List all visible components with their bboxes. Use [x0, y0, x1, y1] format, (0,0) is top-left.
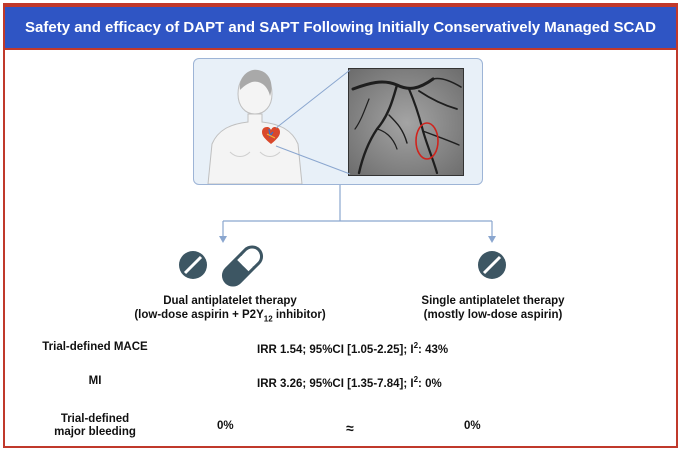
tablet-icon [478, 251, 506, 279]
mace-label: Trial-defined MACE [42, 341, 148, 353]
bleeding-label: Trial-defined major bleeding [54, 413, 136, 438]
dapt-label: Dual antiplatelet therapy (low-dose aspi… [134, 295, 326, 324]
tablet-icon [179, 251, 207, 279]
bleeding-sapt-value: 0% [464, 420, 481, 432]
page-title: Safety and efficacy of DAPT and SAPT Fol… [3, 5, 678, 50]
mace-value: IRR 1.54; 95%CI [1.05-2.25]; I2: 43% [257, 341, 449, 356]
approx-symbol: ≈ [346, 420, 354, 436]
sapt-label: Single antiplatelet therapy (mostly low-… [421, 295, 565, 321]
capsule-icon [221, 245, 264, 287]
heart-icon [262, 127, 280, 144]
bleeding-dapt-value: 0% [217, 420, 234, 432]
angiogram-image [348, 68, 464, 176]
mi-label: MI [88, 375, 102, 387]
mi-value: IRR 3.26; 95%CI [1.35-7.84]; I2: 0% [257, 375, 442, 390]
